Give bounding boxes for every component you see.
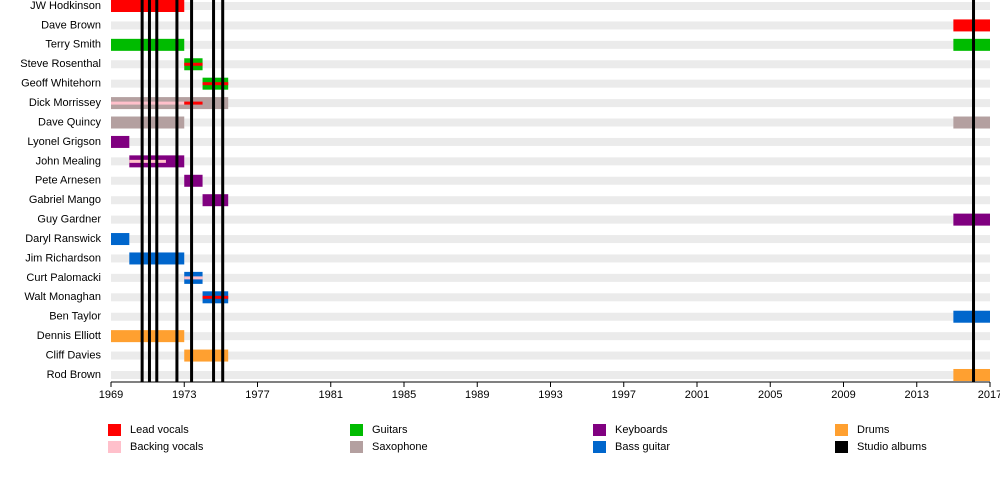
x-tick-label: 2009 <box>831 389 855 401</box>
member-label: John Mealing <box>36 155 101 167</box>
legend-label: Studio albums <box>857 441 927 453</box>
legend-label: Guitars <box>372 424 408 436</box>
vocal-bar <box>129 159 166 163</box>
row-band <box>111 312 990 321</box>
member-label: Dennis Elliott <box>37 330 101 342</box>
vocal-bar <box>202 295 229 299</box>
row-band <box>111 79 990 88</box>
vocal-bar <box>184 62 203 66</box>
member-label: Pete Arnesen <box>35 175 101 187</box>
member-label: Lyonel Grigson <box>27 136 101 148</box>
member-label: Dave Brown <box>41 19 101 31</box>
instrument-bar <box>184 174 203 187</box>
x-tick-label: 1985 <box>392 389 416 401</box>
instrument-bar <box>111 330 185 343</box>
x-tick-label: 2017 <box>978 389 1000 401</box>
vocal-bar <box>111 101 185 105</box>
row-band <box>111 273 990 282</box>
instrument-bar <box>202 194 229 207</box>
member-label: Dave Quincy <box>38 116 101 128</box>
instrument-bar <box>953 116 990 129</box>
x-tick-label: 1989 <box>465 389 489 401</box>
row-band <box>111 157 990 166</box>
member-label: Terry Smith <box>45 39 101 51</box>
vocal-bar <box>184 101 203 105</box>
row-band <box>111 99 990 108</box>
member-label: Steve Rosenthal <box>20 58 101 70</box>
legend-label: Backing vocals <box>130 441 204 453</box>
row-band <box>111 370 990 379</box>
x-tick-label: 1981 <box>319 389 343 401</box>
instrument-bar <box>953 310 990 323</box>
row-band <box>111 332 990 341</box>
x-tick-label: 2005 <box>758 389 782 401</box>
member-label: Geoff Whitehorn <box>21 78 101 90</box>
legend-swatch <box>835 424 848 436</box>
row-band <box>111 351 990 360</box>
member-label: Rod Brown <box>47 369 101 381</box>
legend-label: Saxophone <box>372 441 428 453</box>
member-label: Guy Gardner <box>37 214 101 226</box>
legend-label: Drums <box>857 424 890 436</box>
x-tick-label: 1977 <box>245 389 269 401</box>
row-band <box>111 2 990 10</box>
row-band <box>111 40 990 49</box>
instrument-bar <box>184 349 229 362</box>
member-label: Cliff Davies <box>46 349 102 361</box>
vocal-bar <box>111 0 185 12</box>
x-tick-label: 1969 <box>99 389 123 401</box>
member-label: Dick Morrissey <box>29 97 102 109</box>
vocal-bar <box>953 19 990 32</box>
member-label: Curt Palomacki <box>26 272 101 284</box>
x-tick-label: 2001 <box>685 389 709 401</box>
x-tick-label: 1993 <box>538 389 562 401</box>
instrument-bar <box>953 213 990 226</box>
row-band <box>111 254 990 263</box>
member-label: Gabriel Mango <box>29 194 101 206</box>
legend-swatch <box>593 441 606 453</box>
instrument-bar <box>111 135 130 148</box>
row-band <box>111 60 990 69</box>
instrument-bar <box>111 116 185 129</box>
legend-swatch <box>593 424 606 436</box>
vocal-bar <box>202 82 229 86</box>
legend-swatch <box>835 441 848 453</box>
row-band <box>111 176 990 185</box>
member-label: JW Hodkinson <box>30 0 101 12</box>
row-band <box>111 118 990 127</box>
row-band <box>111 137 990 146</box>
legend-swatch <box>350 441 363 453</box>
row-band <box>111 215 990 224</box>
member-label: Jim Richardson <box>25 252 101 264</box>
row-band <box>111 293 990 302</box>
legend-label: Lead vocals <box>130 424 189 436</box>
row-band <box>111 196 990 205</box>
instrument-bar <box>953 368 990 381</box>
vocal-bar <box>184 276 203 280</box>
legend-label: Bass guitar <box>615 441 670 453</box>
x-tick-label: 1973 <box>172 389 196 401</box>
legend-swatch <box>108 441 121 453</box>
member-label: Ben Taylor <box>49 311 101 323</box>
row-band <box>111 21 990 30</box>
row-band <box>111 235 990 244</box>
instrument-bar <box>953 38 990 51</box>
member-label: Daryl Ranswick <box>25 233 101 245</box>
legend-swatch <box>108 424 121 436</box>
x-tick-label: 1997 <box>612 389 636 401</box>
member-label: Walt Monaghan <box>24 291 101 303</box>
instrument-bar <box>111 233 130 246</box>
legend-label: Keyboards <box>615 424 668 436</box>
instrument-bar <box>111 38 185 51</box>
legend-swatch <box>350 424 363 436</box>
x-tick-label: 2013 <box>905 389 929 401</box>
